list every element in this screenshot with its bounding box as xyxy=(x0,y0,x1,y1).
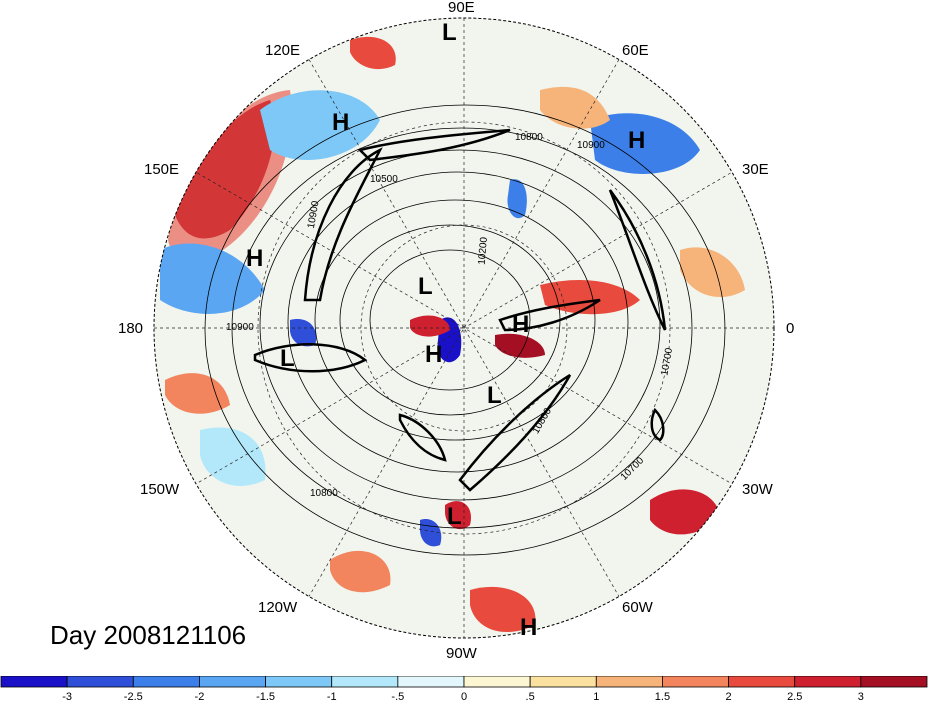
colorbar-box xyxy=(728,676,796,688)
lon-label-30e: 30E xyxy=(742,161,769,178)
pressure-center-h-south: H xyxy=(520,614,537,641)
colorbar-box xyxy=(463,676,531,688)
colorbar-box xyxy=(199,676,266,688)
colorbar-box xyxy=(794,676,862,688)
colorbar: -3 -2.5 -2 -1.5 -1 -.5 0 .5 1 1.5 2 2.5 3 xyxy=(0,676,928,702)
warm-anomaly-60e xyxy=(540,86,610,129)
pressure-center-h-165e: H xyxy=(246,245,263,272)
lon-label-0: 0 xyxy=(786,320,794,337)
lon-label-150e: 150E xyxy=(144,161,179,178)
pressure-center-h-east: H xyxy=(512,311,529,338)
pressure-center-l-pole: L xyxy=(418,273,433,300)
contour-label: 10200 xyxy=(477,236,490,265)
pressure-center-h-120e: H xyxy=(332,109,349,136)
contour-label: 10900 xyxy=(577,140,605,151)
warm-anomaly-southwest xyxy=(330,550,391,593)
contour-label: 10900 xyxy=(306,200,322,230)
lon-label-90w: 90W xyxy=(446,645,478,662)
cool-anomaly-pacific xyxy=(200,427,266,486)
colorbar-tick-label: 1 xyxy=(593,691,599,702)
pressure-center-l-canada: L xyxy=(487,382,502,409)
warm-anomaly-atlantic xyxy=(650,489,720,535)
colorbar-box xyxy=(860,676,928,688)
colorbar-box xyxy=(331,676,399,688)
colorbar-tick-label: -1.5 xyxy=(256,691,275,702)
colorbar-ticks: -3 -2.5 -2 -1.5 -1 -.5 0 .5 1 1.5 2 2.5 3 xyxy=(62,691,864,702)
colorbar-box xyxy=(662,676,729,688)
colorbar-tick-label: -.5 xyxy=(391,691,404,702)
colorbar-tick-label: .5 xyxy=(526,691,535,702)
lon-label-150w: 150W xyxy=(140,481,180,498)
colorbar-tick-label: 0 xyxy=(461,691,467,702)
colorbar-box xyxy=(66,676,134,688)
cool-anomaly-165e xyxy=(160,243,265,314)
colorbar-tick-label: -2.5 xyxy=(124,691,143,702)
lon-label-30w: 30W xyxy=(742,481,774,498)
colorbar-tick-label: 2 xyxy=(726,691,732,702)
warm-anomaly-europe xyxy=(680,247,745,298)
contour-label: 10500 xyxy=(370,174,398,185)
lon-label-120e: 120E xyxy=(265,42,300,59)
pressure-center-h-pole: H xyxy=(425,341,442,368)
colorbar-box xyxy=(595,676,663,688)
colorbar-tick-label: -2 xyxy=(195,691,205,702)
colorbar-tick-label: 1.5 xyxy=(655,691,670,702)
pressure-center-l-gulf: L xyxy=(447,503,462,530)
cool-anomaly-west xyxy=(290,319,317,347)
colorbar-tick-label: 2.5 xyxy=(787,691,802,702)
map-boundary xyxy=(153,17,775,639)
cool-anomaly-45e xyxy=(590,113,700,174)
anomaly-field xyxy=(154,18,774,638)
height-contours xyxy=(204,104,726,556)
lon-label-60e: 60E xyxy=(622,42,649,59)
warm-anomaly-east-center xyxy=(495,333,545,358)
pressure-center-h-45e: H xyxy=(628,127,645,154)
colorbar-box xyxy=(397,676,465,688)
contour-label: 10800 xyxy=(310,488,338,499)
graticule xyxy=(154,18,774,638)
lon-label-120w: 120W xyxy=(258,599,298,616)
contour-label: 10900 xyxy=(226,322,254,333)
warm-anomaly-center xyxy=(410,315,450,337)
lon-label-60w: 60W xyxy=(622,599,654,616)
day-label: Day 2008121106 xyxy=(50,620,247,650)
colorbar-tick-label: -3 xyxy=(62,691,72,702)
colorbar-tick-label: -1 xyxy=(327,691,337,702)
pressure-center-l-90e: L xyxy=(442,19,457,46)
jet-streaks xyxy=(253,128,667,492)
cool-anomaly-120e xyxy=(260,90,380,160)
warm-anomaly-north xyxy=(350,36,396,70)
colorbar-tick-label: 3 xyxy=(858,691,864,702)
pressure-center-l-180: L xyxy=(280,345,295,372)
colorbar-box xyxy=(0,676,68,688)
contour-label: 10800 xyxy=(515,132,543,143)
lon-label-90e: 90E xyxy=(448,0,475,16)
cool-anomaly-north xyxy=(507,179,527,219)
polar-map: 90E 60E 30E 0 30W 60W 90W 120W 150W 180 … xyxy=(118,0,794,662)
warm-anomaly-pacific xyxy=(165,373,230,414)
colorbar-box xyxy=(265,676,333,688)
contour-label: 10700 xyxy=(659,347,675,377)
lon-label-180: 180 xyxy=(118,320,143,337)
colorbar-box xyxy=(132,676,200,688)
warm-anomaly-150e-rim xyxy=(168,90,292,260)
warm-anomaly-south xyxy=(470,586,536,633)
warm-anomaly-gulf xyxy=(445,501,471,530)
colorbar-box xyxy=(529,676,597,688)
colorbar-boxes xyxy=(0,676,928,688)
